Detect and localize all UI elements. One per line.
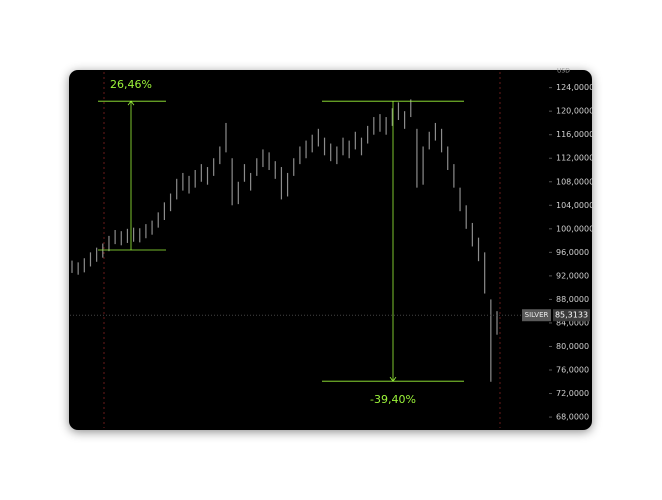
y-tick-label: 112,0000: [556, 154, 594, 163]
chart-panel: [69, 70, 592, 430]
currency-label: USD: [557, 68, 570, 75]
measure-arrowhead: [389, 376, 397, 382]
y-tick-label: 72,0000: [556, 389, 589, 398]
measure-label: 26,46%: [110, 78, 152, 91]
y-tick-label: 88,0000: [556, 295, 589, 304]
price-tag-name-box: [522, 309, 551, 322]
y-tick-label: 120,0000: [556, 107, 594, 116]
y-tick-label: 100,0000: [556, 224, 594, 233]
y-tick-label: 104,0000: [556, 201, 594, 210]
y-tick-label: 68,0000: [556, 413, 589, 422]
y-tick-label: 96,0000: [556, 248, 589, 257]
price-tag-value: 85,3133: [555, 311, 588, 320]
y-tick-label: 80,0000: [556, 342, 589, 351]
y-tick-label: 84,0000: [556, 318, 589, 327]
price-tag-name: SILVER: [525, 311, 549, 319]
y-tick-label: 124,0000: [556, 83, 594, 92]
y-tick-label: 92,0000: [556, 271, 589, 280]
y-tick-label: 116,0000: [556, 130, 594, 139]
price-tag-value-box: [553, 309, 590, 322]
y-tick-label: 76,0000: [556, 366, 589, 375]
y-tick-label: 108,0000: [556, 177, 594, 186]
measure-label: -39,40%: [370, 393, 416, 406]
measure-arrowhead: [127, 100, 135, 106]
